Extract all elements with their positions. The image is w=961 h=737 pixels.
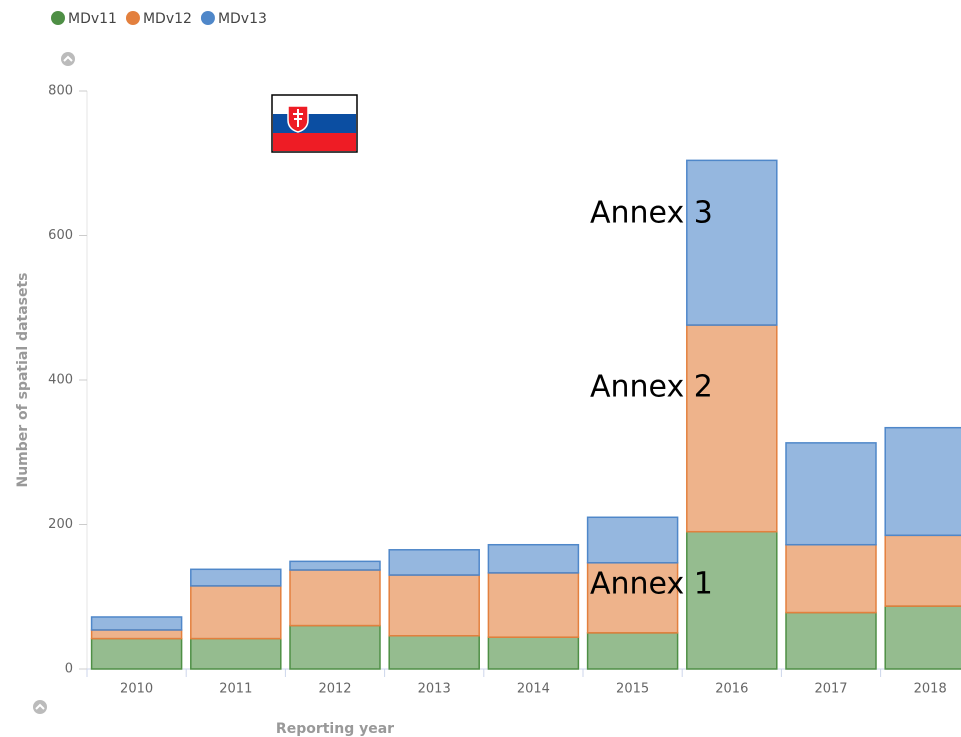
- bar-segment: [388, 635, 480, 670]
- bar-segment: [686, 530, 778, 670]
- bar-segment: [487, 543, 580, 574]
- bar-segment: [289, 560, 381, 571]
- bar-segment: [190, 568, 282, 587]
- legend-label: MDv11: [68, 11, 117, 27]
- y-tick-label: 400: [48, 373, 73, 388]
- bar-segment: [388, 574, 480, 637]
- annotation: Annex 3: [590, 196, 713, 231]
- annotation: Annex 1: [590, 567, 713, 602]
- x-tick-label: 2010: [120, 682, 153, 697]
- bar-segment: [487, 572, 580, 638]
- legend-label: MDv13: [218, 11, 267, 27]
- bar-segment: [586, 632, 679, 670]
- bar-segment: [289, 624, 381, 670]
- bar-segment: [289, 569, 381, 627]
- x-tick-label: 2011: [219, 682, 252, 697]
- x-tick-label: 2018: [914, 682, 947, 697]
- bar-segment: [90, 637, 183, 670]
- bar-segment: [487, 636, 580, 670]
- y-axis-title: Number of spatial datasets: [15, 272, 31, 487]
- x-tick-label: 2014: [517, 682, 550, 697]
- y-tick-label: 200: [48, 517, 73, 532]
- bar-segment: [388, 549, 480, 576]
- bar-segment: [190, 585, 282, 640]
- x-axis-title: Reporting year: [276, 721, 394, 737]
- bar-segment: [785, 442, 877, 546]
- bar-segment: [884, 605, 961, 670]
- bar-segment: [884, 426, 961, 537]
- x-tick-label: 2017: [814, 682, 847, 697]
- x-tick-label: 2013: [418, 682, 451, 697]
- y-tick-label: 600: [48, 228, 73, 243]
- bar-segment: [90, 616, 183, 631]
- bar-segment: [190, 637, 282, 670]
- legend-marker: [51, 11, 65, 25]
- legend-label: MDv12: [143, 11, 192, 27]
- bar-segment: [586, 516, 679, 564]
- bar-segment: [785, 543, 877, 614]
- x-tick-label: 2012: [318, 682, 351, 697]
- bar-segment: [90, 629, 183, 640]
- annotation: Annex 2: [590, 370, 713, 405]
- bar-segment: [785, 611, 877, 670]
- bar-segment: [884, 534, 961, 607]
- flag: [271, 94, 358, 153]
- bar-segment: [686, 159, 778, 326]
- y-tick-label: 800: [48, 84, 73, 99]
- x-tick-label: 2016: [715, 682, 748, 697]
- collapse-icon[interactable]: [61, 52, 75, 66]
- x-tick-label: 2015: [616, 682, 649, 697]
- bar-segment: [586, 562, 679, 634]
- collapse-icon[interactable]: [33, 700, 47, 714]
- legend-marker: [125, 11, 140, 25]
- legend-marker: [200, 11, 215, 25]
- y-tick-label: 0: [65, 662, 73, 677]
- bar-segment: [686, 324, 778, 533]
